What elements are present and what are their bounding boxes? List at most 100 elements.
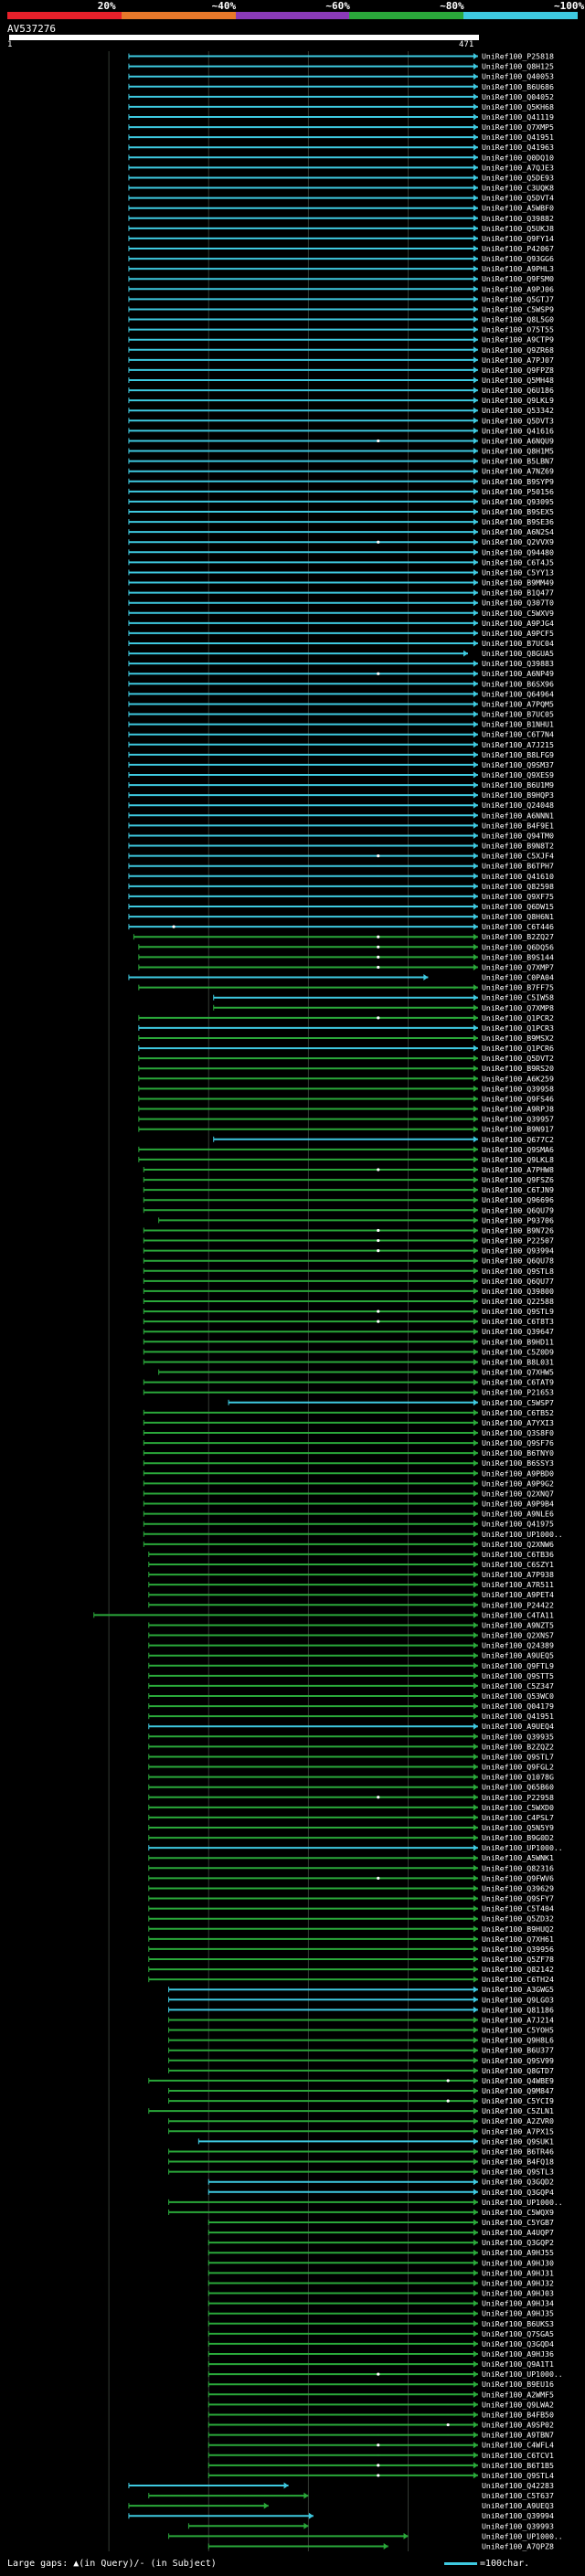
hit-label[interactable]: UniRef100_UP1000.. [482,2369,563,2379]
hit-label[interactable]: UniRef100_Q6QU79 [482,1205,554,1214]
hit-label[interactable]: UniRef100_A7PJ07 [482,355,554,365]
hit-label[interactable]: UniRef100_C5YCI9 [482,2096,554,2105]
hit-label[interactable]: UniRef100_A9HJ34 [482,2299,554,2308]
hit-label[interactable]: UniRef100_Q9SF76 [482,1438,554,1447]
hit-label[interactable]: UniRef100_B8LFG9 [482,750,554,759]
hit-label[interactable]: UniRef100_Q9FSM0 [482,274,554,283]
hit-label[interactable]: UniRef100_B5LBN7 [482,457,554,466]
hit-label[interactable]: UniRef100_Q39629 [482,1883,554,1892]
hit-label[interactable]: UniRef100_B9SEX5 [482,507,554,516]
hit-label[interactable]: UniRef100_C5YOH5 [482,2026,554,2035]
hit-label[interactable]: UniRef100_Q9ZR68 [482,345,554,355]
hit-label[interactable]: UniRef100_Q04179 [482,1701,554,1711]
hit-label[interactable]: UniRef100_C4WFL4 [482,2441,554,2450]
hit-label[interactable]: UniRef100_A2ZVR0 [482,2116,554,2125]
hit-label[interactable]: UniRef100_Q41975 [482,1520,554,1529]
hit-label[interactable]: UniRef100_Q93994 [482,1246,554,1256]
hit-label[interactable]: UniRef100_C5WXD0 [482,1803,554,1812]
hit-label[interactable]: UniRef100_Q3GQP2 [482,2238,554,2247]
hit-label[interactable]: UniRef100_A9HJ32 [482,2278,554,2287]
hit-label[interactable]: UniRef100_Q8H1M5 [482,447,554,456]
hit-label[interactable]: UniRef100_Q6U186 [482,386,554,395]
hit-label[interactable]: UniRef100_A9TBN7 [482,2431,554,2440]
hit-label[interactable]: UniRef100_A6NP49 [482,669,554,678]
hit-label[interactable]: UniRef100_A9PBD0 [482,1468,554,1478]
hit-label[interactable]: UniRef100_C6TAT9 [482,1378,554,1387]
hit-label[interactable]: UniRef100_O75T55 [482,325,554,334]
hit-label[interactable]: UniRef100_Q3GQD2 [482,2178,554,2187]
hit-label[interactable]: UniRef100_P21653 [482,1388,554,1397]
hit-label[interactable]: UniRef100_Q2XNW6 [482,1540,554,1549]
hit-label[interactable]: UniRef100_A9NZT5 [482,1620,554,1629]
hit-label[interactable]: UniRef100_Q6DQ56 [482,942,554,951]
hit-label[interactable]: UniRef100_C3UQK8 [482,184,554,193]
hit-label[interactable]: UniRef100_Q39800 [482,1287,554,1296]
hit-label[interactable]: UniRef100_Q53342 [482,406,554,415]
hit-label[interactable]: UniRef100_Q5N5Y9 [482,1823,554,1832]
hit-label[interactable]: UniRef100_A9CTP9 [482,335,554,345]
hit-label[interactable]: UniRef100_P42067 [482,244,554,253]
hit-label[interactable]: UniRef100_P22958 [482,1793,554,1802]
hit-label[interactable]: UniRef100_A6NNN1 [482,811,554,820]
hit-label[interactable]: UniRef100_B9MSX2 [482,1034,554,1043]
hit-label[interactable]: UniRef100_Q5KH68 [482,102,554,111]
hit-label[interactable]: UniRef100_Q3GQD4 [482,2339,554,2348]
hit-label[interactable]: UniRef100_Q39994 [482,2511,554,2520]
hit-label[interactable]: UniRef100_UP1000.. [482,2531,563,2540]
hit-label[interactable]: UniRef100_Q9STL7 [482,1752,554,1761]
hit-label[interactable]: UniRef100_Q5ZD32 [482,1914,554,1924]
hit-label[interactable]: UniRef100_A7NZ69 [482,467,554,476]
hit-label[interactable]: UniRef100_Q2XNS7 [482,1631,554,1640]
hit-label[interactable]: UniRef100_C6TCV1 [482,2451,554,2460]
hit-label[interactable]: UniRef100_B6U686 [482,82,554,91]
hit-label[interactable]: UniRef100_A9HJ55 [482,2248,554,2257]
hit-label[interactable]: UniRef100_Q8H125 [482,62,554,71]
hit-label[interactable]: UniRef100_Q24389 [482,1641,554,1650]
hit-label[interactable]: UniRef100_Q5UKJ8 [482,224,554,233]
hit-label[interactable]: UniRef100_B9HD11 [482,1337,554,1346]
hit-label[interactable]: UniRef100_Q7SGA5 [482,2329,554,2338]
hit-label[interactable]: UniRef100_A9PHL3 [482,264,554,273]
hit-label[interactable]: UniRef100_B6TR46 [482,2147,554,2156]
hit-label[interactable]: UniRef100_Q9STL8 [482,1267,554,1276]
hit-label[interactable]: UniRef100_Q6QU77 [482,1277,554,1286]
hit-label[interactable]: UniRef100_Q81186 [482,2005,554,2014]
hit-label[interactable]: UniRef100_Q41963 [482,143,554,152]
hit-label[interactable]: UniRef100_A9UEQ4 [482,1722,554,1731]
hit-label[interactable]: UniRef100_Q1PCR3 [482,1023,554,1033]
hit-label[interactable]: UniRef100_B9G0D2 [482,1833,554,1842]
hit-label[interactable]: UniRef100_C6T4J5 [482,557,554,567]
hit-label[interactable]: UniRef100_A9UEQ5 [482,1651,554,1660]
hit-label[interactable]: UniRef100_A7R511 [482,1580,554,1589]
hit-label[interactable]: UniRef100_C5WXV9 [482,609,554,618]
hit-label[interactable]: UniRef100_A9PJ06 [482,284,554,293]
hit-label[interactable]: UniRef100_B9RS20 [482,1064,554,1073]
hit-label[interactable]: UniRef100_A6N2S4 [482,527,554,536]
hit-label[interactable]: UniRef100_UP1000.. [482,1530,563,1539]
hit-label[interactable]: UniRef100_B6T1B5 [482,2461,554,2470]
hit-label[interactable]: UniRef100_A7QPZ8 [482,2541,554,2550]
hit-label[interactable]: UniRef100_Q96696 [482,1195,554,1204]
hit-label[interactable]: UniRef100_Q04052 [482,92,554,101]
hit-label[interactable]: UniRef100_A7PQM5 [482,699,554,708]
hit-label[interactable]: UniRef100_Q41610 [482,872,554,881]
hit-label[interactable]: UniRef100_Q94TM0 [482,831,554,840]
hit-label[interactable]: UniRef100_Q9SV99 [482,2056,554,2065]
hit-label[interactable]: UniRef100_C6TH24 [482,1975,554,1984]
hit-label[interactable]: UniRef100_C6T7N4 [482,730,554,739]
hit-label[interactable]: UniRef100_B7UC04 [482,639,554,648]
hit-label[interactable]: UniRef100_Q93095 [482,497,554,506]
hit-label[interactable]: UniRef100_B6UKS3 [482,2319,554,2328]
hit-label[interactable]: UniRef100_P50156 [482,487,554,496]
hit-label[interactable]: UniRef100_B6SSY3 [482,1458,554,1468]
hit-label[interactable]: UniRef100_Q39958 [482,1084,554,1093]
hit-label[interactable]: UniRef100_A9HJ31 [482,2268,554,2277]
hit-label[interactable]: UniRef100_B9SE36 [482,517,554,526]
hit-label[interactable]: UniRef100_C5WSP7 [482,1398,554,1407]
hit-label[interactable]: UniRef100_Q3GQP4 [482,2188,554,2197]
hit-label[interactable]: UniRef100_C5Z347 [482,1681,554,1691]
hit-label[interactable]: UniRef100_A7PHW8 [482,1165,554,1174]
hit-label[interactable]: UniRef100_Q93GG6 [482,254,554,263]
hit-label[interactable]: UniRef100_C6TB36 [482,1550,554,1559]
hit-label[interactable]: UniRef100_B9N726 [482,1225,554,1235]
